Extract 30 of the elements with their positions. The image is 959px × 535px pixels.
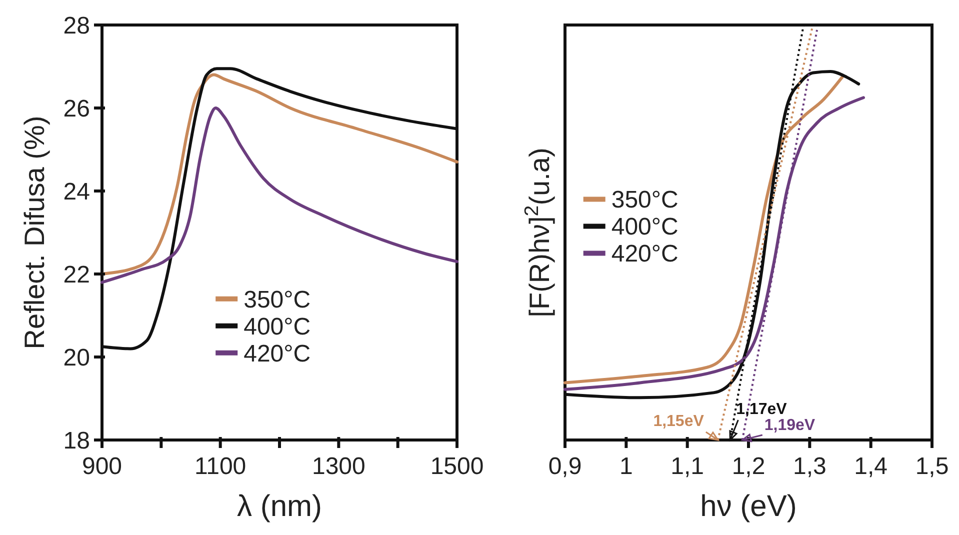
x-axis-title: λ (nm) (237, 490, 322, 523)
x-tick-label: 1,5 (915, 453, 949, 480)
y-axis-title: Reflect. Difusa (%) (19, 116, 50, 350)
annotation: 1,17eV (736, 401, 788, 418)
y-tick-label: 22 (63, 261, 90, 288)
line-series (100, 106, 458, 284)
y-tick-label: 18 (63, 427, 90, 454)
x-tick-label: 1100 (194, 453, 246, 480)
y-tick-label: 24 (63, 178, 90, 206)
legend-label: 420°C (611, 240, 678, 268)
x-axis-title: hν (eV) (700, 490, 797, 523)
y-tick-label: 20 (63, 344, 90, 372)
legend-label: 420°C (244, 340, 311, 368)
legend-label: 400°C (611, 214, 678, 241)
legend-label: 350°C (244, 286, 311, 314)
x-tick-label: 1,2 (732, 453, 766, 480)
x-tick-label: 1,3 (792, 453, 826, 480)
x-tick-label: 1300 (312, 453, 366, 480)
x-tick-label: 1,1 (670, 453, 704, 480)
legend-label: 350°C (611, 186, 678, 214)
x-tick-label: 1,4 (854, 453, 888, 480)
legend-label: 400°C (244, 313, 311, 340)
annotation: 1,19eV (764, 417, 816, 434)
x-tick-label: 1500 (430, 453, 484, 480)
y-tick-label: 26 (63, 95, 90, 122)
x-tick-label: 0,9 (548, 453, 582, 480)
y-tick-label: 28 (63, 12, 90, 40)
x-tick-label: 900 (82, 453, 122, 480)
annotation: 1,15eV (653, 413, 704, 430)
x-tick-label: 1 (619, 453, 633, 480)
